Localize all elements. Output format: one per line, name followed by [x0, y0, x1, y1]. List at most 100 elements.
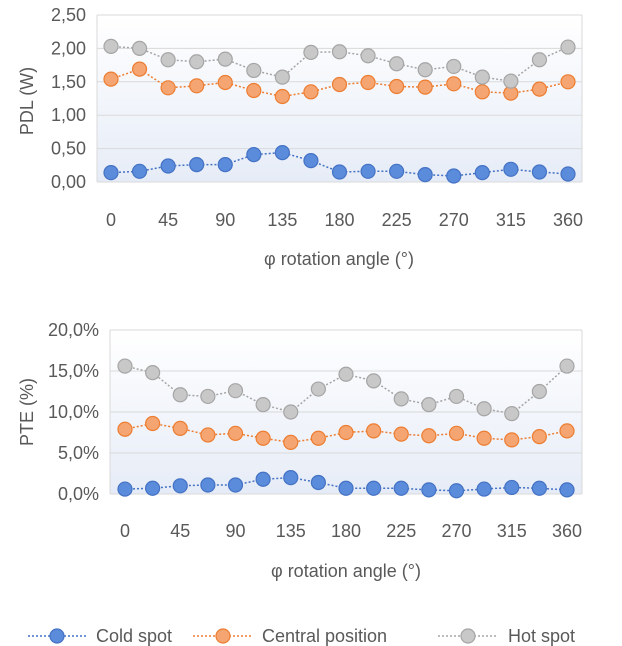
pte-x-tick-label: 180 — [331, 521, 361, 541]
pdl-point-hot-spot — [360, 48, 376, 64]
pdl-point-cold-spot — [446, 168, 462, 184]
pdl-point-central-position — [446, 76, 462, 92]
pdl-point-cold-spot — [360, 163, 376, 179]
pdl-point-cold-spot — [189, 157, 205, 173]
pte-point-hot-spot — [448, 388, 465, 405]
legend-item-cold-spot: Cold spot — [28, 626, 172, 646]
pdl-point-cold-spot — [160, 158, 176, 174]
pte-point-central-position — [366, 423, 382, 439]
pte-point-cold-spot — [255, 471, 271, 487]
pdl-y-tick-label: 1,00 — [51, 105, 86, 125]
pte-x-tick-label: 225 — [386, 521, 416, 541]
pdl-x-tick-label: 360 — [553, 210, 583, 230]
pte-point-hot-spot — [504, 406, 520, 422]
pte-x-tick-label: 315 — [497, 521, 527, 541]
pdl-point-central-position — [417, 79, 433, 95]
pte-point-hot-spot — [559, 358, 575, 374]
pdl-point-cold-spot — [131, 163, 148, 179]
legend-item-central-position: Central position — [193, 626, 387, 646]
pte-point-cold-spot — [366, 480, 382, 496]
pte-point-hot-spot — [476, 401, 492, 417]
pdl-x-tick-label: 45 — [158, 210, 178, 230]
pte-point-cold-spot — [504, 479, 520, 496]
pte-point-cold-spot — [283, 470, 299, 486]
pdl-point-central-position — [531, 81, 548, 97]
pte-series — [117, 358, 575, 499]
pte-point-hot-spot — [338, 366, 354, 382]
pte-point-cold-spot — [227, 477, 244, 493]
pte-y-tick-label: 5,0% — [58, 443, 99, 463]
pdl-point-hot-spot — [531, 52, 548, 68]
pte-point-cold-spot — [476, 481, 492, 497]
pte-point-hot-spot — [310, 381, 326, 397]
pte-point-hot-spot — [531, 383, 547, 400]
pdl-x-tick-label: 180 — [324, 210, 354, 230]
pdl-x-tick-label: 135 — [267, 210, 297, 230]
pte-y-tick-label: 15,0% — [48, 361, 99, 381]
pte-point-central-position — [227, 425, 244, 441]
pte-chart: 0,0% 5,0% 10,0% 15,0% 20,0% 0 45 90 135 180 225 27… — [17, 320, 583, 581]
pte-point-cold-spot — [421, 482, 437, 498]
pdl-point-hot-spot — [131, 40, 148, 57]
pte-point-central-position — [393, 426, 409, 442]
pdl-point-hot-spot — [246, 62, 262, 79]
legend-label-central-position: Central position — [262, 626, 387, 646]
pdl-point-hot-spot — [474, 69, 490, 85]
pte-point-cold-spot — [338, 480, 354, 496]
pte-point-cold-spot — [200, 477, 216, 493]
pdl-point-hot-spot — [103, 38, 119, 54]
pte-point-cold-spot — [172, 478, 188, 494]
pte-point-central-position — [476, 430, 492, 446]
pte-series-line-cold-spot — [124, 476, 568, 492]
pte-y-tick-label: 10,0% — [48, 402, 99, 422]
pte-point-central-position — [504, 432, 520, 448]
pdl-point-hot-spot — [389, 56, 405, 72]
pte-point-cold-spot — [559, 482, 575, 498]
pte-x-tick-label: 0 — [120, 521, 130, 541]
pte-x-tick-label: 45 — [170, 521, 190, 541]
pdl-x-tick-label: 225 — [382, 210, 412, 230]
legend-label-cold-spot: Cold spot — [96, 626, 172, 646]
pte-point-hot-spot — [145, 365, 161, 381]
pte-point-hot-spot — [172, 387, 188, 403]
pdl-point-central-position — [160, 80, 176, 96]
pdl-point-cold-spot — [560, 166, 576, 182]
pte-point-central-position — [448, 425, 465, 441]
pte-x-ticks: 0 45 90 135 180 225 270 315 360 — [120, 521, 582, 541]
pdl-point-central-position — [246, 82, 262, 99]
pte-y-tick-label: 20,0% — [48, 320, 99, 340]
pte-point-central-position — [310, 430, 326, 446]
pte-point-hot-spot — [227, 383, 244, 399]
pdl-point-central-position — [189, 78, 205, 94]
pte-point-central-position — [531, 429, 547, 445]
pdl-point-central-position — [217, 74, 233, 91]
pdl-point-central-position — [331, 76, 348, 93]
pdl-chart: 0,00 0,50 1,00 1,50 2,00 2,50 0 45 90 135 180 225 2… — [17, 5, 583, 269]
pdl-point-hot-spot — [189, 54, 205, 70]
pdl-point-hot-spot — [446, 58, 462, 75]
pte-point-central-position — [145, 415, 161, 432]
pdl-x-ticks: 0 45 90 135 180 225 270 315 360 — [106, 210, 583, 230]
pte-x-tick-label: 135 — [276, 521, 306, 541]
pdl-point-hot-spot — [160, 52, 176, 68]
pte-x-tick-label: 90 — [225, 521, 245, 541]
pte-point-hot-spot — [255, 397, 271, 413]
pte-point-hot-spot — [421, 397, 437, 413]
pte-point-central-position — [172, 420, 188, 436]
pdl-y-tick-label: 2,00 — [51, 38, 86, 58]
pte-point-central-position — [421, 428, 437, 444]
pdl-point-cold-spot — [531, 164, 548, 180]
pdl-point-central-position — [360, 74, 376, 91]
pte-point-cold-spot — [117, 481, 133, 497]
pdl-point-hot-spot — [303, 44, 319, 61]
pdl-point-cold-spot — [303, 153, 319, 169]
pte-point-central-position — [200, 427, 216, 443]
pte-point-central-position — [255, 430, 271, 446]
pdl-x-axis-label: φ rotation angle (°) — [264, 249, 414, 269]
pdl-point-cold-spot — [246, 147, 262, 163]
pte-point-central-position — [283, 434, 299, 450]
pte-point-central-position — [559, 423, 575, 439]
pdl-x-tick-label: 270 — [439, 210, 469, 230]
pte-series-line-hot-spot — [124, 365, 568, 415]
pdl-gridlines — [96, 14, 583, 183]
